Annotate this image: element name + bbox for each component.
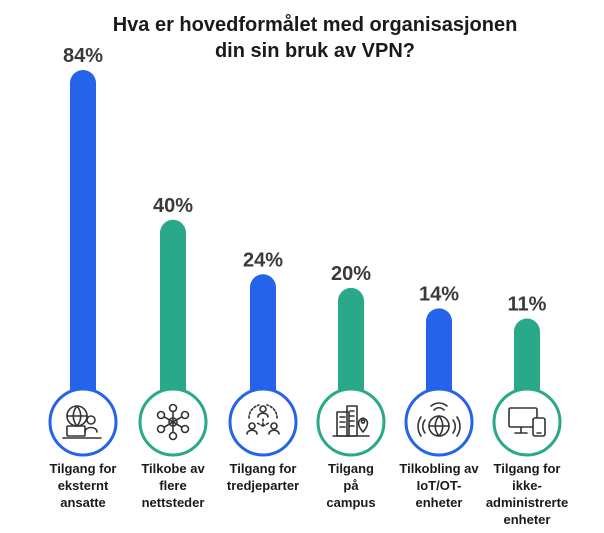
- category-label-6: Tilgang for ikke-administrerte enheter: [486, 461, 568, 527]
- value-label-6: 11%: [508, 294, 547, 316]
- value-label-3: 24%: [243, 249, 283, 271]
- icon-circle-6: [492, 387, 562, 457]
- value-label-5: 14%: [419, 283, 459, 305]
- icon-circle-5: [404, 387, 474, 457]
- category-label-2: Tilkobe av flere nettsteder: [141, 461, 205, 510]
- icon-circle-3: [228, 387, 298, 457]
- category-label-1: Tilgang for eksternt ansatte: [50, 461, 117, 510]
- bar-1: [70, 70, 96, 422]
- value-label-1: 84%: [63, 45, 103, 67]
- value-label-2: 40%: [153, 195, 193, 217]
- chart-title-line-2: din sin bruk av VPN?: [214, 40, 416, 62]
- icon-circle-1: [48, 387, 118, 457]
- category-label-4: Tilgang på campus: [326, 461, 375, 510]
- third-party-people-icon: [246, 404, 280, 435]
- remote-worker-icon: [62, 405, 102, 439]
- campus-buildings-icon: [332, 405, 370, 437]
- iot-globe-icon: [417, 402, 461, 437]
- category-label-3: Tilgang for tredjeparter: [227, 461, 299, 493]
- bar-3: [250, 274, 276, 422]
- devices-icon: [508, 407, 546, 437]
- value-label-4: 20%: [331, 263, 371, 285]
- network-nodes-icon: [156, 403, 190, 441]
- chart-title-line-1: Hva er hovedformålet med organisasjonen: [112, 14, 518, 36]
- icon-circle-4: [316, 387, 386, 457]
- category-label-5: Tilkobling av IoT/OT-enheter: [399, 461, 479, 510]
- bar-2: [160, 219, 186, 422]
